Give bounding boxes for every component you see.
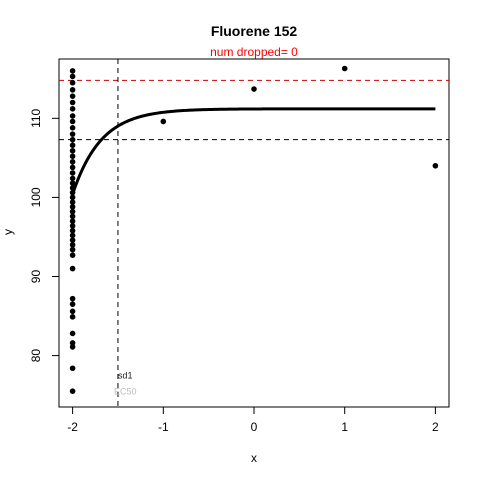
data-point: [69, 159, 76, 165]
annotations: sd1 EC50: [114, 371, 137, 397]
y-tick-label: 80: [29, 349, 43, 363]
data-point: [69, 199, 76, 205]
data-point: [251, 86, 257, 92]
data-point: [69, 223, 76, 229]
data-point: [69, 131, 76, 137]
data-point: [69, 340, 76, 346]
data-point: [69, 242, 76, 248]
data-point: [69, 113, 76, 119]
data-point: [69, 106, 76, 112]
data-point: [341, 65, 348, 72]
data-point: [69, 153, 76, 160]
reference-lines: [59, 59, 449, 407]
x-tick-label: -1: [158, 420, 169, 434]
data-point: [69, 118, 76, 125]
chart-subtitle: num dropped= 0: [210, 45, 298, 59]
data-point: [69, 388, 76, 394]
y-axis-title: y: [1, 229, 15, 235]
annotation-label: EC50: [114, 386, 137, 396]
x-tick-label: -2: [67, 420, 78, 434]
data-point: [69, 232, 76, 239]
data-point: [69, 185, 76, 191]
data-point: [69, 79, 76, 86]
y-tick-label: 90: [29, 270, 43, 284]
data-point: [69, 246, 76, 253]
y-tick-label: 110: [29, 108, 43, 127]
data-point: [69, 99, 76, 106]
chart-title: Fluorene 152: [211, 23, 298, 39]
data-point: [69, 180, 76, 186]
data-point: [69, 194, 76, 201]
data-point: [69, 314, 76, 320]
data-point: [432, 162, 439, 169]
x-tick-label: 1: [341, 420, 348, 434]
fit-curve-layer: [71, 107, 436, 195]
annotation-label: sd1: [118, 371, 133, 381]
data-point: [69, 87, 76, 93]
data-point: [69, 189, 76, 196]
data-point: [69, 136, 76, 143]
fit-curve: [71, 107, 436, 195]
data-point: [69, 308, 76, 315]
data-point: [69, 175, 76, 182]
data-point: [69, 164, 76, 171]
data-point: [160, 118, 167, 125]
data-point: [69, 301, 76, 307]
x-tick-label: 2: [432, 420, 439, 434]
data-point: [69, 147, 76, 154]
y-axis: 80 90 100 110: [29, 108, 59, 362]
data-points: [69, 65, 439, 394]
data-point: [69, 125, 76, 131]
data-point: [69, 237, 76, 243]
data-point: [69, 208, 76, 215]
data-point: [69, 295, 76, 302]
data-point: [69, 204, 76, 210]
x-axis-title: x: [251, 451, 257, 465]
y-tick-label: 100: [29, 187, 43, 207]
data-point: [69, 213, 76, 220]
data-point: [69, 227, 76, 234]
data-point: [69, 93, 76, 99]
data-point: [69, 365, 76, 372]
x-tick-label: 0: [251, 420, 258, 434]
data-point: [69, 218, 76, 224]
data-point: [69, 73, 76, 80]
x-axis: -2 -1 0 1 2: [67, 407, 439, 434]
data-point: [69, 330, 76, 337]
data-point: [69, 170, 76, 176]
data-point: [69, 142, 76, 149]
data-point: [69, 252, 76, 258]
data-point: [69, 265, 76, 272]
data-point: [69, 344, 76, 350]
data-point: [69, 68, 76, 74]
